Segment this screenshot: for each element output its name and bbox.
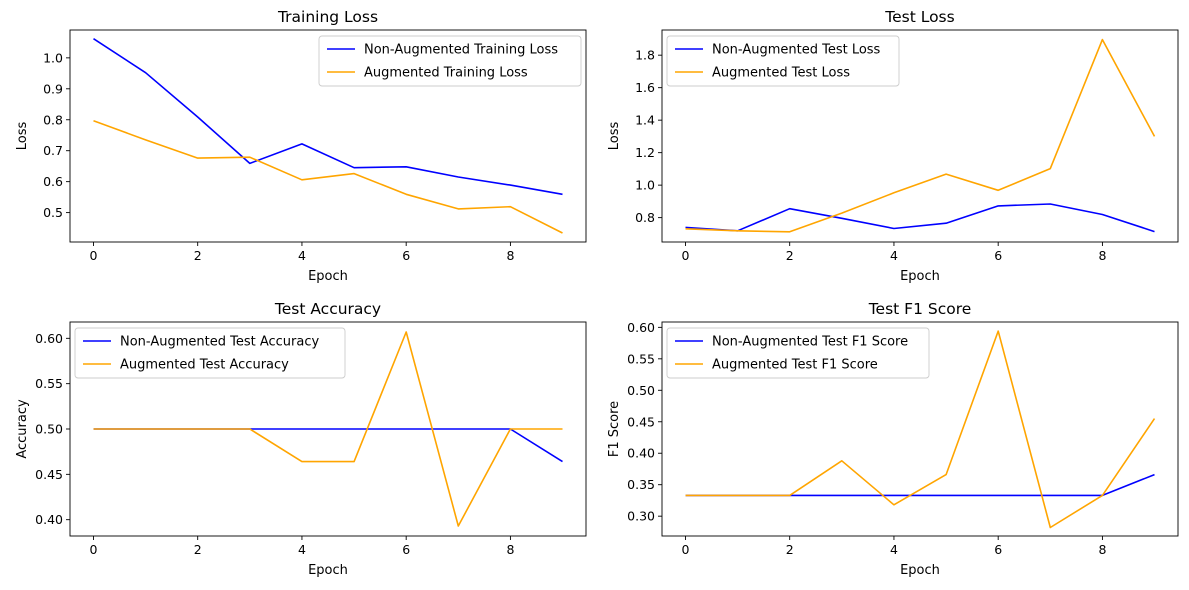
legend-label: Non-Augmented Test F1 Score xyxy=(712,335,908,350)
x-axis-label: Epoch xyxy=(308,563,348,578)
x-tick-label: 4 xyxy=(890,542,898,557)
legend-label: Non-Augmented Training Loss xyxy=(364,43,558,58)
legend-label: Augmented Training Loss xyxy=(364,66,528,81)
legend-frame xyxy=(666,35,900,87)
x-tick-label: 6 xyxy=(402,542,410,557)
y-tick-label: 1.6 xyxy=(635,80,655,95)
y-tick-label: 0.8 xyxy=(635,210,655,225)
subplot-4: Test F1 Score 0 2 4 6 8 0.30 0.35 0.40 0.45 0.50 0.… xyxy=(607,300,1179,578)
legend: Non-Augmented Test Loss Augmented Test Lo… xyxy=(666,35,900,87)
x-tick-label: 8 xyxy=(1098,542,1106,557)
y-tick-label: 0.50 xyxy=(627,383,655,398)
legend-frame xyxy=(74,327,346,379)
x-tick-label: 8 xyxy=(506,248,514,263)
y-tick-label: 0.5 xyxy=(43,205,63,220)
y-tick-label: 1.0 xyxy=(43,50,63,65)
y-tick-label: 1.8 xyxy=(635,48,655,63)
x-tick-label: 0 xyxy=(89,248,97,263)
chart-title: Test Loss xyxy=(884,8,954,26)
legend-label: Augmented Test F1 Score xyxy=(712,358,878,373)
legend: Non-Augmented Training Loss Augmented Tra… xyxy=(318,35,582,87)
y-tick-label: 0.30 xyxy=(627,509,655,524)
y-axis-label: Loss xyxy=(607,122,622,151)
x-tick-label: 2 xyxy=(786,248,794,263)
series-line-augmented xyxy=(93,331,563,527)
y-tick-label: 0.7 xyxy=(43,143,63,158)
y-tick-label: 0.45 xyxy=(35,467,63,482)
y-axis-label: Accuracy xyxy=(15,399,30,459)
legend-label: Non-Augmented Test Loss xyxy=(712,43,881,58)
legend: Non-Augmented Test F1 Score Augmented Tes… xyxy=(666,327,930,379)
y-tick-label: 0.35 xyxy=(627,477,655,492)
legend: Non-Augmented Test Accuracy Augmented Tes… xyxy=(74,327,346,379)
x-axis-label: Epoch xyxy=(900,269,940,284)
x-tick-label: 8 xyxy=(506,542,514,557)
series-line-augmented xyxy=(685,38,1156,233)
x-tick-label: 4 xyxy=(298,248,306,263)
series-line-non-augmented xyxy=(685,473,1155,497)
legend-label: Non-Augmented Test Accuracy xyxy=(120,335,319,350)
x-tick-label: 4 xyxy=(890,248,898,263)
y-tick-label: 0.50 xyxy=(35,422,63,437)
legend-label: Augmented Test Accuracy xyxy=(120,358,289,373)
x-tick-label: 2 xyxy=(194,248,202,263)
y-tick-label: 0.55 xyxy=(627,351,655,366)
y-tick-label: 0.60 xyxy=(35,331,63,346)
x-tick-label: 0 xyxy=(681,542,689,557)
x-axis-label: Epoch xyxy=(900,563,940,578)
y-axis-label: Loss xyxy=(15,122,30,151)
axes-frame xyxy=(661,29,1179,243)
x-tick-label: 6 xyxy=(402,248,410,263)
chart-title: Test Accuracy xyxy=(274,300,381,318)
y-tick-label: 1.4 xyxy=(635,113,655,128)
series-line-augmented xyxy=(93,119,563,234)
x-tick-label: 2 xyxy=(194,542,202,557)
y-tick-label: 0.55 xyxy=(35,376,63,391)
axes-frame xyxy=(661,321,1179,537)
y-tick-label: 0.9 xyxy=(43,81,63,96)
x-tick-label: 2 xyxy=(786,542,794,557)
subplot-2: Test Loss 0 2 4 6 8 0.8 1.0 1.2 1.4 1.6 1.8 Epoch Los… xyxy=(607,8,1179,284)
x-tick-label: 6 xyxy=(994,248,1002,263)
y-tick-label: 1.2 xyxy=(635,145,655,160)
legend-frame xyxy=(318,35,582,87)
series-line-non-augmented xyxy=(685,203,1155,233)
x-axis-label: Epoch xyxy=(308,269,348,284)
series-line-non-augmented xyxy=(93,428,563,463)
x-tick-label: 0 xyxy=(681,248,689,263)
subplot-3: Test Accuracy 0 2 4 6 8 0.40 0.45 0.50 0.55 0.60 Ep… xyxy=(15,300,587,578)
legend-label: Augmented Test Loss xyxy=(712,66,850,81)
y-tick-label: 0.60 xyxy=(627,320,655,335)
y-tick-label: 1.0 xyxy=(635,178,655,193)
x-tick-label: 6 xyxy=(994,542,1002,557)
y-tick-label: 0.40 xyxy=(627,446,655,461)
y-tick-label: 0.8 xyxy=(43,112,63,127)
x-tick-label: 8 xyxy=(1098,248,1106,263)
y-axis-label: F1 Score xyxy=(607,401,622,457)
y-tick-label: 0.40 xyxy=(35,512,63,527)
series-line-augmented xyxy=(685,330,1156,529)
x-tick-label: 4 xyxy=(298,542,306,557)
chart-title: Test F1 Score xyxy=(868,300,972,318)
y-tick-label: 0.6 xyxy=(43,174,63,189)
axes-frame xyxy=(69,29,587,243)
legend-frame xyxy=(666,327,930,379)
x-tick-label: 0 xyxy=(89,542,97,557)
chart-title: Training Loss xyxy=(277,8,378,26)
axes-frame xyxy=(69,321,587,537)
y-tick-label: 0.45 xyxy=(627,414,655,429)
series-line-non-augmented xyxy=(93,38,563,196)
subplot-1: Training Loss 0 2 4 6 8 0.5 0.6 0.7 0.8 0.9 1.0 Epoc… xyxy=(15,8,587,284)
